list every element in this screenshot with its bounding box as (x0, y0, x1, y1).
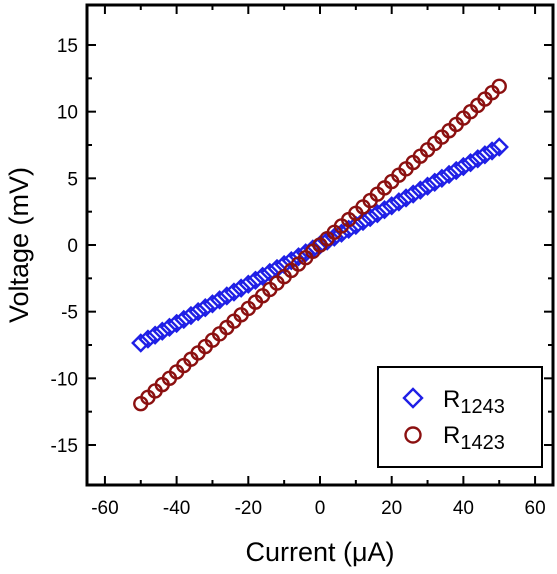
y-tick-label-4: 5 (67, 169, 78, 190)
data-point-1243 (403, 184, 423, 204)
data-point-1243 (231, 278, 251, 298)
data-point-1243 (453, 156, 474, 177)
legend-label-r1423-sub: 1423 (460, 432, 505, 454)
points-layer (131, 78, 509, 412)
data-point-1243 (245, 270, 266, 290)
x-axis-title: Current (μA) (245, 537, 394, 567)
series-R1423 (133, 78, 507, 412)
data-point-1243 (224, 282, 244, 302)
legend-marker-diamond (402, 387, 424, 409)
data-point-1243 (288, 247, 309, 267)
data-point-1243 (217, 286, 237, 306)
data-point-1243 (482, 141, 502, 161)
data-point-1243 (166, 313, 187, 334)
data-point-1243 (396, 188, 416, 208)
legend: R1243 R1423 (377, 366, 543, 468)
legend-marker-circle (404, 426, 422, 444)
data-point-1243 (238, 274, 259, 294)
data-point-1243 (489, 137, 509, 157)
data-point-1243 (181, 305, 201, 326)
legend-label-r1243: R1243 (443, 386, 505, 418)
x-tick-label-1: -40 (163, 498, 190, 519)
y-axis-title: Voltage (mV) (4, 167, 34, 323)
data-point-1243 (446, 160, 466, 181)
data-point-1243 (389, 192, 409, 212)
y-tick-label-3: 0 (67, 236, 78, 257)
y-tick-label-1: -10 (51, 369, 78, 390)
data-point-1243 (159, 317, 180, 338)
y-tick-label-2: -5 (61, 303, 78, 324)
data-point-1243 (145, 325, 165, 345)
data-point-1243 (367, 203, 388, 224)
data-point-1243 (188, 301, 208, 322)
x-tick-label-0: -60 (91, 498, 118, 519)
plot-frame (85, 3, 555, 487)
legend-box (377, 366, 543, 468)
data-point-1243 (209, 290, 230, 310)
data-point-1243 (131, 333, 151, 353)
x-tick-label-4: 20 (381, 498, 402, 519)
data-point-1243 (475, 145, 495, 165)
data-point-1243 (195, 298, 215, 318)
data-point-1243 (252, 266, 273, 287)
data-point-1243 (381, 196, 402, 216)
legend-label-r1243-sub: 1243 (460, 396, 505, 418)
data-point-1243 (410, 180, 431, 200)
x-tick-label-3: 0 (315, 498, 326, 519)
data-point-1243 (460, 152, 481, 173)
data-point-1243 (432, 168, 452, 189)
data-point-1243 (152, 321, 172, 341)
data-point-1243 (138, 329, 158, 349)
y-tick-label-5: 10 (57, 103, 78, 124)
legend-circle-symbol (404, 426, 422, 444)
x-tick-label-5: 40 (453, 498, 474, 519)
legend-label-r1243-main: R (443, 386, 460, 413)
legend-label-r1423: R1423 (443, 422, 505, 454)
data-point-1243 (374, 200, 395, 220)
y-tick-label-0: -15 (51, 436, 78, 457)
data-point-1243 (360, 207, 380, 228)
data-point-1243 (346, 215, 366, 236)
data-point-1243 (295, 243, 316, 263)
legend-diamond-symbol (402, 387, 424, 409)
data-point-1243 (439, 164, 459, 185)
data-point-1243 (417, 176, 438, 196)
x-tick-label-6: 60 (525, 498, 546, 519)
data-point-1243 (338, 219, 359, 240)
data-point-1243 (425, 172, 445, 192)
y-tick-label-6: 15 (57, 36, 78, 57)
data-point-1243 (468, 149, 488, 169)
data-point-1243 (174, 309, 194, 330)
x-tick-label-2: -20 (235, 498, 262, 519)
data-point-1243 (202, 294, 223, 314)
legend-label-r1423-main: R (443, 422, 460, 449)
data-point-1423 (491, 78, 507, 95)
series-R1243 (131, 137, 509, 353)
